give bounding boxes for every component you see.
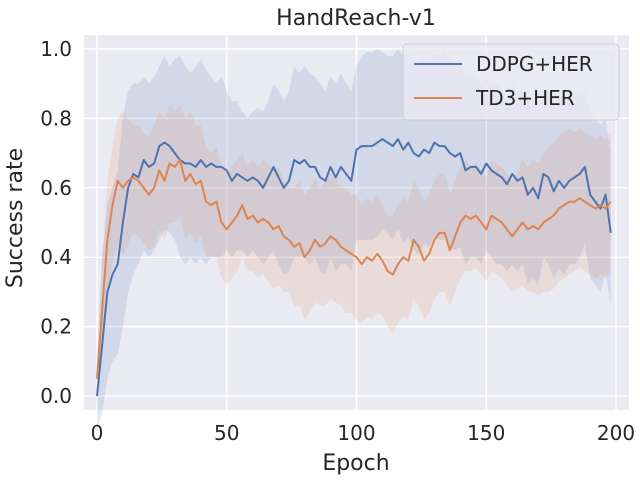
y-axis-label: Success rate [3,148,28,288]
band-ddpg-her [97,48,611,431]
y-tick-label: 0.8 [40,106,72,130]
confidence-bands [97,48,611,431]
chart-title: HandReach-v1 [276,6,436,31]
x-tick-labels: 0 50 100 150 200 [91,421,636,445]
x-axis-label: Epoch [322,451,389,476]
x-tick-label: 0 [91,421,104,445]
y-tick-label: 0.4 [40,245,72,269]
legend: DDPG+HER TD3+HER [402,43,620,121]
y-tick-label: 0.2 [40,315,72,339]
legend-label-ddpg-her: DDPG+HER [476,52,593,76]
legend-label-td3-her: TD3+HER [475,86,575,110]
y-tick-labels: 0.0 0.2 0.4 0.6 0.8 1.0 [40,37,72,408]
band-td3-her [97,104,611,397]
series-lines [96,138,612,397]
x-tick-label: 200 [597,421,635,445]
y-tick-label: 1.0 [40,37,72,61]
y-tick-label: 0.6 [40,176,72,200]
x-tick-label: 150 [467,421,505,445]
line-ddpg-her [96,138,612,397]
line-td3-her [96,159,612,379]
x-tick-label: 50 [214,421,239,445]
x-tick-label: 100 [337,421,375,445]
y-tick-label: 0.0 [40,384,72,408]
